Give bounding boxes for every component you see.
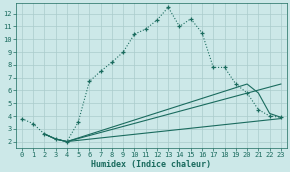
- X-axis label: Humidex (Indice chaleur): Humidex (Indice chaleur): [91, 159, 211, 169]
